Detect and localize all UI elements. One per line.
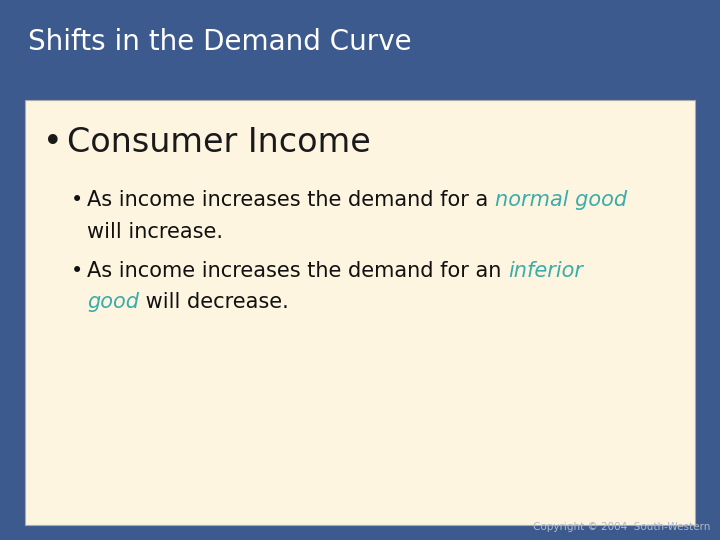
Text: normal good: normal good (495, 190, 627, 210)
Text: Consumer Income: Consumer Income (67, 125, 371, 159)
Bar (25, 100, 695, 525)
Text: inferior: inferior (508, 261, 583, 281)
Text: As income increases the demand for a: As income increases the demand for a (87, 190, 495, 210)
Text: •: • (43, 125, 63, 159)
Text: will decrease.: will decrease. (139, 293, 289, 313)
Text: Shifts in the Demand Curve: Shifts in the Demand Curve (28, 29, 412, 57)
Text: Copyright © 2004  South-Western: Copyright © 2004 South-Western (533, 522, 710, 532)
Text: •: • (71, 261, 84, 281)
Text: •: • (71, 190, 84, 210)
Text: will increase.: will increase. (87, 221, 223, 241)
Text: good: good (87, 293, 139, 313)
Text: As income increases the demand for an: As income increases the demand for an (87, 261, 508, 281)
